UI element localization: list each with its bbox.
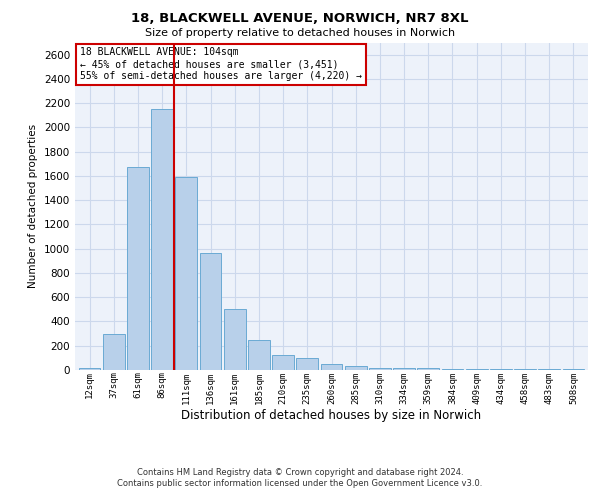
Bar	[466, 369, 488, 370]
Bar	[442, 369, 463, 370]
Bar	[175, 177, 197, 370]
Bar	[418, 368, 439, 370]
Bar	[369, 368, 391, 370]
Y-axis label: Number of detached properties: Number of detached properties	[28, 124, 38, 288]
Bar	[320, 364, 343, 370]
X-axis label: Distribution of detached houses by size in Norwich: Distribution of detached houses by size …	[181, 409, 482, 422]
Bar	[296, 358, 318, 370]
Bar	[563, 369, 584, 370]
Bar	[393, 368, 415, 370]
Bar	[127, 168, 149, 370]
Bar	[345, 366, 367, 370]
Text: Contains HM Land Registry data © Crown copyright and database right 2024.
Contai: Contains HM Land Registry data © Crown c…	[118, 468, 482, 487]
Bar	[103, 334, 125, 370]
Bar	[79, 368, 100, 370]
Text: 18 BLACKWELL AVENUE: 104sqm
← 45% of detached houses are smaller (3,451)
55% of : 18 BLACKWELL AVENUE: 104sqm ← 45% of det…	[80, 48, 362, 80]
Bar	[200, 253, 221, 370]
Text: Size of property relative to detached houses in Norwich: Size of property relative to detached ho…	[145, 28, 455, 38]
Bar	[151, 109, 173, 370]
Text: 18, BLACKWELL AVENUE, NORWICH, NR7 8XL: 18, BLACKWELL AVENUE, NORWICH, NR7 8XL	[131, 12, 469, 26]
Bar	[224, 310, 245, 370]
Bar	[248, 340, 270, 370]
Bar	[490, 369, 512, 370]
Bar	[272, 356, 294, 370]
